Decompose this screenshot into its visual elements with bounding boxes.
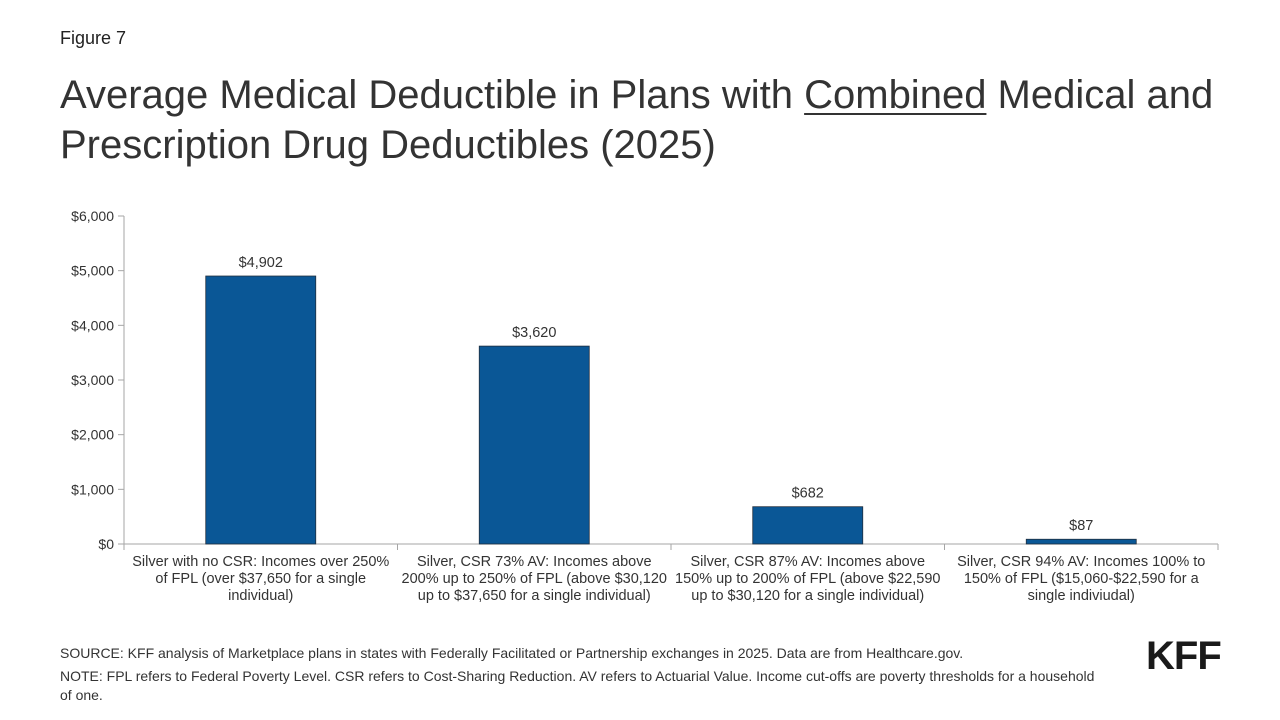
title-part-2: Medical and Prescription Drug Deductible… — [60, 73, 1214, 167]
data-label: $4,902 — [239, 255, 283, 271]
y-tick-label: $5,000 — [71, 263, 114, 279]
data-label: $3,620 — [512, 325, 556, 341]
y-tick-label: $0 — [98, 536, 114, 552]
bar — [205, 275, 317, 545]
kff-logo: KFF — [1146, 634, 1222, 678]
title-underlined-word: Combined — [804, 73, 987, 117]
y-tick-label: $1,000 — [71, 481, 114, 497]
x-category-label: Silver, CSR 87% AV: Incomes above 150% u… — [675, 554, 941, 604]
bar — [752, 506, 864, 545]
data-label: $87 — [1069, 518, 1093, 534]
source-note: SOURCE: KFF analysis of Marketplace plan… — [60, 645, 964, 661]
x-category-label: Silver, CSR 73% AV: Incomes above 200% u… — [401, 554, 668, 604]
x-category-label: Silver, CSR 94% AV: Incomes 100% to 150%… — [957, 554, 1206, 604]
title-part-1: Average Medical Deductible in Plans with — [60, 73, 805, 117]
footnote: NOTE: FPL refers to Federal Poverty Leve… — [60, 668, 1095, 703]
bar — [1025, 538, 1137, 545]
data-label: $682 — [792, 486, 824, 502]
y-tick-label: $3,000 — [71, 372, 114, 388]
bar — [478, 345, 590, 545]
y-tick-label: $4,000 — [71, 317, 114, 333]
y-tick-label: $2,000 — [71, 427, 114, 443]
figure-label: Figure 7 — [60, 28, 127, 48]
chart-title: Average Medical Deductible in Plans with… — [60, 70, 1240, 170]
x-category-label: Silver with no CSR: Incomes over 250% of… — [132, 554, 390, 604]
y-tick-label: $6,000 — [71, 208, 114, 224]
